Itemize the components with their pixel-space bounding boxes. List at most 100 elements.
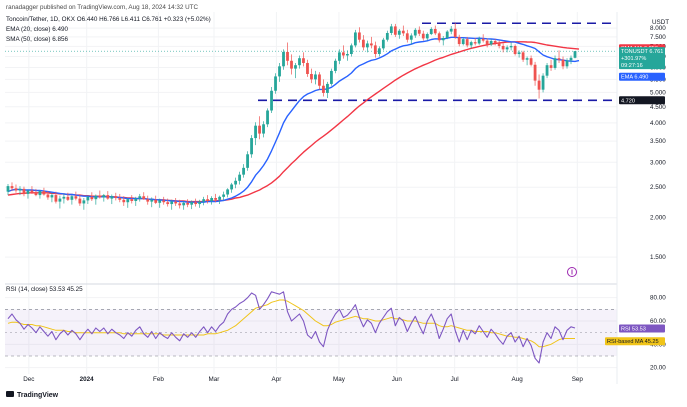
candle-body <box>214 198 218 200</box>
candle-body <box>218 196 222 200</box>
candle-body <box>38 191 42 196</box>
candle-body <box>146 199 150 202</box>
candle-body <box>334 60 337 71</box>
candle-body <box>302 58 305 63</box>
candle-body <box>250 138 253 155</box>
candle-body <box>170 201 174 205</box>
candle-body <box>278 66 281 77</box>
candle-body <box>477 38 481 44</box>
candle-body <box>22 188 26 194</box>
time-tick-label: Mar <box>209 376 220 383</box>
candle-body <box>30 190 34 193</box>
rsi-ma-tag-text: RSI-based MA 45.25 <box>607 339 659 345</box>
candle-body <box>318 74 321 86</box>
candle-body <box>369 43 373 46</box>
candle-body <box>322 85 325 93</box>
candle-body <box>134 198 138 202</box>
tradingview-logo-text: TradingView <box>17 392 59 399</box>
candle-body <box>346 54 349 56</box>
candle-body <box>234 180 237 185</box>
candle-body <box>453 28 457 37</box>
candle-body <box>142 196 146 200</box>
tradingview-logo-icon <box>6 391 14 397</box>
candle-body <box>258 125 261 134</box>
candle-body <box>449 28 453 32</box>
candle-body <box>202 199 206 202</box>
candle-body <box>122 199 126 203</box>
candle-body <box>298 58 301 66</box>
candle-body <box>262 124 265 134</box>
candle-body <box>349 45 353 55</box>
candle-body <box>82 200 86 204</box>
candle-body <box>537 80 541 90</box>
support-tag-text: 4.720 <box>621 98 635 104</box>
price-tick-label: 1.500 <box>650 254 666 261</box>
candle-body <box>98 195 102 198</box>
time-tick-label: 2024 <box>80 376 95 383</box>
candle-body <box>501 45 505 50</box>
candle-body <box>433 28 437 34</box>
candle-body <box>306 62 309 74</box>
candle-body <box>461 39 465 45</box>
rsi-ma-tag-bg <box>605 337 665 346</box>
candles <box>6 23 577 210</box>
candle-body <box>238 174 241 181</box>
candle-body <box>86 196 90 201</box>
candle-body <box>314 74 317 80</box>
price-tick-label: 8.000 <box>650 25 666 32</box>
candle-body <box>310 73 313 80</box>
candle-body <box>46 194 50 198</box>
candle-body <box>509 45 513 48</box>
candle-body <box>361 39 365 48</box>
price-tag-text: +301.97% <box>621 56 646 62</box>
candle-body <box>126 199 130 203</box>
candle-body <box>541 75 545 90</box>
candle-body <box>282 51 285 67</box>
grid-lines <box>5 12 617 374</box>
candle-body <box>521 52 525 60</box>
candle-body <box>342 52 345 56</box>
candle-body <box>561 59 565 67</box>
candle-body <box>206 199 210 202</box>
alert-marker[interactable] <box>567 267 577 277</box>
candle-body <box>198 201 202 205</box>
candle-body <box>166 202 170 205</box>
candle-body <box>42 191 46 195</box>
candle-body <box>493 41 497 43</box>
candle-body <box>274 76 277 91</box>
candle-body <box>294 65 297 69</box>
candle-body <box>222 194 226 197</box>
price-tick-label: 3.000 <box>650 159 666 166</box>
candle-body <box>242 167 245 175</box>
candle-body <box>62 196 66 199</box>
candle-body <box>154 199 158 203</box>
price-tick-label: 2.500 <box>650 184 666 191</box>
candle-body <box>106 195 110 199</box>
tradingview-logo[interactable]: TradingView <box>6 391 59 399</box>
price-tag-bg <box>619 47 665 70</box>
candle-body <box>226 189 230 195</box>
candle-body <box>74 196 78 199</box>
candle-body <box>178 203 182 206</box>
candle-body <box>50 195 54 198</box>
time-tick-label: Apr <box>272 376 282 383</box>
time-tick-label: May <box>333 376 346 383</box>
candle-body <box>465 39 469 46</box>
rsi-tag-text: RSI 53.53 <box>621 327 646 333</box>
candle-body <box>182 202 186 206</box>
candle-body <box>425 34 429 39</box>
support-tag-bg <box>619 96 665 105</box>
candle-body <box>385 32 389 40</box>
candle-body <box>138 196 142 199</box>
candle-body <box>230 184 234 190</box>
price-tick-label: 4.500 <box>650 104 666 111</box>
candle-body <box>513 45 517 55</box>
candle-body <box>437 33 441 41</box>
candle-body <box>413 29 417 36</box>
candle-body <box>557 58 561 60</box>
time-tick-label: Aug <box>512 376 524 383</box>
candle-body <box>54 195 58 202</box>
candle-body <box>553 58 557 68</box>
candle-body <box>130 199 134 202</box>
